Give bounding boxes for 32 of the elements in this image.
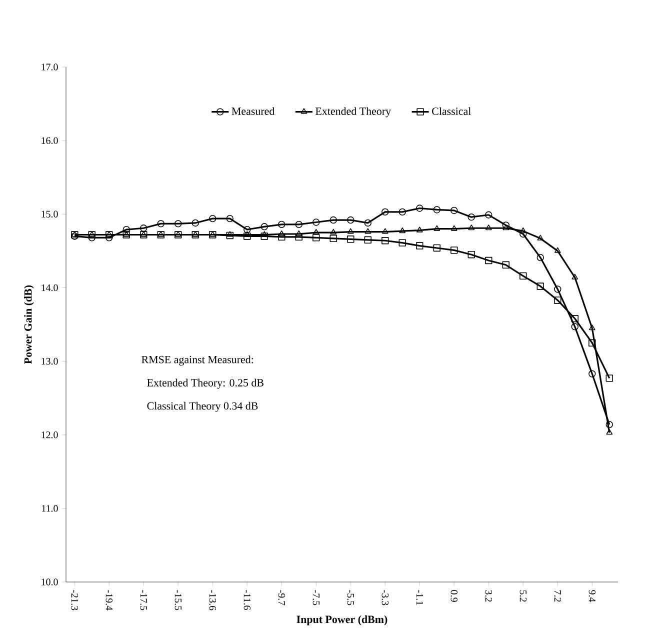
y-tick-label: 15.0	[42, 210, 58, 218]
x-axis-title: Input Power (dBm)	[296, 615, 388, 626]
x-tick-label: 9.4	[588, 590, 596, 602]
y-tick-label: 10.0	[42, 578, 58, 586]
x-tick-label: 7.2	[554, 590, 561, 602]
x-tick-label: -11.6	[244, 590, 250, 610]
legend-label: Classical	[432, 107, 471, 115]
x-tick-label: -9.7	[278, 590, 285, 606]
x-tick-label: -19.4	[106, 590, 112, 610]
y-tick-label: 12.0	[42, 431, 58, 438]
x-tick-label: 0.9	[450, 590, 458, 602]
annotation: Classical Theory 0.34 dB	[147, 402, 258, 412]
y-tick-label: 14.0	[42, 284, 58, 292]
x-tick-label: -7.5	[312, 590, 320, 606]
annotation: Extended Theory: 0.25 dB	[147, 378, 264, 389]
y-tick-label: 17.0	[42, 64, 58, 70]
x-tick-label: -13.6	[209, 590, 216, 610]
x-tick-label: -3.3	[382, 590, 388, 606]
y-tick-label: 11.0	[42, 505, 58, 512]
x-tick-label: 3.2	[485, 590, 492, 602]
y-tick-label: 16.0	[42, 137, 58, 144]
y-axis-title: Power Gain (dB)	[24, 285, 34, 364]
legend-label: Measured	[232, 107, 275, 115]
x-tick-label: 5.2	[520, 590, 526, 602]
x-tick-label: -17.5	[140, 590, 147, 610]
annotation: RMSE against Measured:	[142, 356, 254, 366]
legend-label: Extended Theory	[316, 107, 391, 118]
x-tick-label: -15.5	[174, 590, 182, 610]
y-tick-label: 13.0	[42, 358, 58, 365]
x-tick-label: -1.1	[416, 590, 423, 605]
x-tick-label: -21.3	[71, 590, 78, 610]
x-tick-label: -5.5	[347, 590, 354, 606]
